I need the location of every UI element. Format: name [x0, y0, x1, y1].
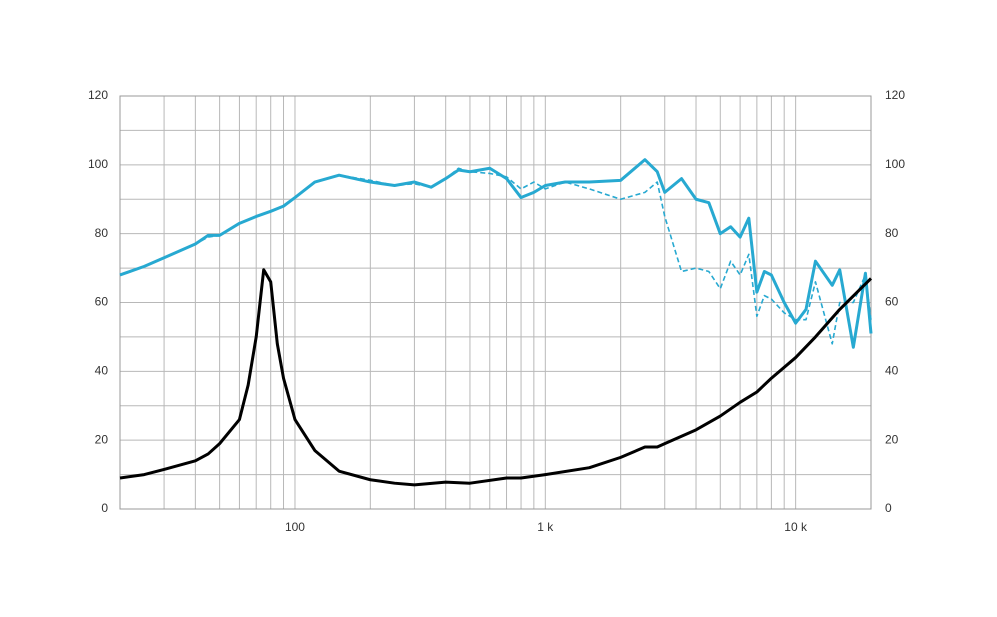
y2-tick-label: 100	[885, 157, 905, 171]
y2-tick-label: 120	[885, 88, 905, 102]
y2-tick-label: 0	[885, 501, 892, 515]
series-line	[119, 268, 873, 487]
x-tick-label: 1 k	[537, 520, 554, 534]
series-line	[119, 158, 873, 349]
series-line	[119, 167, 872, 345]
plot-frame	[119, 95, 872, 510]
y2-tick-label: 80	[885, 226, 899, 240]
y-tick-label: 100	[88, 157, 108, 171]
y-tick-label: 80	[95, 226, 109, 240]
y2-tick-label: 60	[885, 295, 899, 309]
y-tick-label: 60	[95, 295, 109, 309]
y-tick-label: 20	[95, 432, 109, 446]
y-tick-label: 120	[88, 88, 108, 102]
y-tick-label: 0	[101, 501, 108, 515]
x-tick-label: 100	[285, 520, 305, 534]
x-tick-label: 10 k	[784, 520, 808, 534]
y2-tick-label: 40	[885, 364, 899, 378]
y-tick-label: 40	[95, 364, 109, 378]
y2-tick-label: 20	[885, 432, 899, 446]
